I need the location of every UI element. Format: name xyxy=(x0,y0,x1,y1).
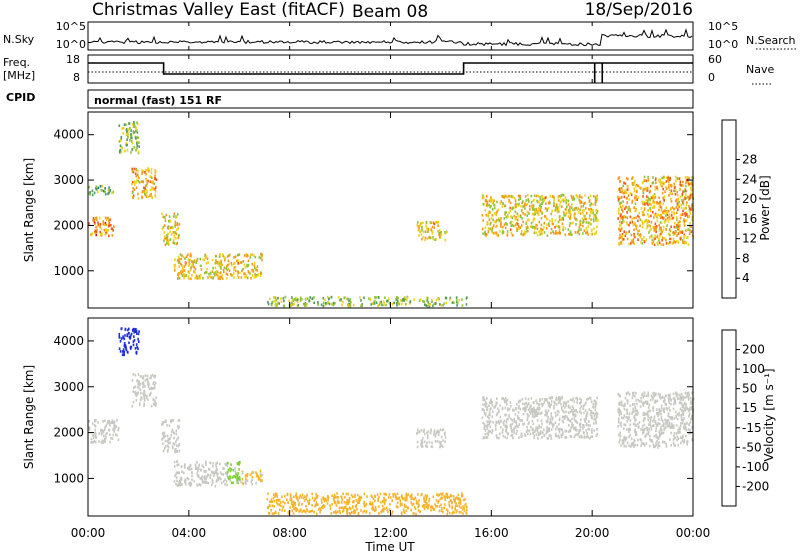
colorbar-tick-label-1-4: 15 xyxy=(742,401,757,415)
colorbar-tick-label-1-6: 100 xyxy=(742,362,765,376)
nave-tick-top: 60 xyxy=(708,53,722,66)
echo-region-1-4 xyxy=(173,460,229,488)
ytick-label-0-2: 3000 xyxy=(53,173,84,187)
xtick-label-1: 04:00 xyxy=(172,526,207,540)
ytick-label-1-3: 4000 xyxy=(53,334,84,348)
cpid-value: normal (fast) 151 RF xyxy=(94,94,222,107)
echo-region-1-3 xyxy=(161,419,181,454)
velocity-axes: 1000 2000 3000 4000 xyxy=(53,334,693,485)
echo-region-0-6 xyxy=(267,295,468,308)
date-label: 18/Sep/2016 xyxy=(585,0,693,20)
colorbar-tick-label-0-2: 12 xyxy=(742,232,757,246)
echo-region-0-3 xyxy=(130,167,158,200)
xtick-label-6: 00:00 xyxy=(676,526,711,540)
power-panel-frame xyxy=(87,111,694,309)
xtick-label-5: 20:00 xyxy=(575,526,610,540)
colorbar-tick-label-1-0: -200 xyxy=(742,479,769,493)
freq-tick-top: 18 xyxy=(66,53,80,66)
colorbar-tick-label-1-2: -50 xyxy=(742,440,762,454)
echo-region-1-8 xyxy=(416,428,447,449)
ytick-label-1-2: 3000 xyxy=(53,380,84,394)
colorbar-tick-label-0-4: 20 xyxy=(742,192,757,206)
colorbar-tick-label-0-6: 28 xyxy=(742,153,757,167)
freq-trace xyxy=(88,62,693,83)
echo-region-1-7 xyxy=(266,492,468,516)
nsearch-label: N.Search xyxy=(746,34,796,47)
nave-label: Nave xyxy=(746,63,774,76)
colorbar-tick-label-1-7: 200 xyxy=(742,343,765,357)
echo-region-1-2 xyxy=(131,373,157,408)
ytick-label-1-1: 2000 xyxy=(53,426,84,440)
ytick-label-0-1: 2000 xyxy=(53,218,84,232)
plot-title: Christmas Valley East (fitACF) xyxy=(92,0,345,20)
echo-region-0-4 xyxy=(161,212,181,246)
freq-unit-label: [MHz] xyxy=(3,69,35,82)
colorbar-tick-label-0-5: 24 xyxy=(742,172,757,186)
velocity-echo-marks xyxy=(88,327,695,516)
colorbar-tick-label-1-5: 50 xyxy=(742,382,757,396)
echo-region-1-9 xyxy=(481,395,599,440)
nsearch-tick-bottom: 10^0 xyxy=(708,38,738,51)
xtick-label-0: 00:00 xyxy=(71,526,106,540)
colorbar-frame-1 xyxy=(721,329,737,507)
nsky-tick-bottom: 10^0 xyxy=(56,38,86,51)
ytick-label-1-0: 1000 xyxy=(53,471,84,485)
echo-region-0-8 xyxy=(481,193,599,238)
nsky-tick-top: 10^5 xyxy=(56,20,86,33)
echo-region-0-2 xyxy=(118,121,140,155)
time-axis: 00:00 04:00 08:00 12:00 16:00 20:00 00:00 xyxy=(71,22,711,540)
echo-region-0-0 xyxy=(88,216,115,238)
power-echo-marks xyxy=(88,121,695,308)
power-colorbar: 4 8 12 16 20 24 28 xyxy=(721,119,757,299)
ytick-label-0-0: 1000 xyxy=(53,264,84,278)
velocity-colorbar: -200 -100 -50 -15 15 50 100 200 xyxy=(721,329,769,507)
nsearch-tick-top: 10^5 xyxy=(708,20,738,33)
echo-region-1-6 xyxy=(240,469,264,486)
nsky-panel-frame xyxy=(87,21,694,51)
colorbar-tick-label-1-1: -100 xyxy=(742,460,769,474)
colorbar-tick-label-1-3: -15 xyxy=(742,421,762,435)
echo-region-0-7 xyxy=(416,220,448,242)
colorbar-frame-0 xyxy=(721,119,737,299)
colorbar-tick-label-0-1: 8 xyxy=(742,251,750,265)
beam-label: Beam 08 xyxy=(352,2,428,22)
xtick-label-4: 16:00 xyxy=(474,526,509,540)
time-axis-label: Time UT xyxy=(364,540,415,554)
echo-region-1-1 xyxy=(118,327,140,357)
freq-label: Freq. xyxy=(3,56,30,69)
echo-region-0-9 xyxy=(617,175,695,247)
cpid-label: CPID xyxy=(6,91,35,104)
colorbar-tick-label-0-3: 16 xyxy=(742,212,757,226)
freq-tick-bottom: 8 xyxy=(73,71,80,84)
ytick-label-0-3: 4000 xyxy=(53,128,84,142)
colorbar-tick-label-0-0: 4 xyxy=(742,271,750,285)
echo-region-1-0 xyxy=(88,418,120,444)
echo-region-0-5 xyxy=(173,252,263,281)
velocity-ylabel: Slant Range [km] xyxy=(22,365,36,469)
xtick-label-2: 08:00 xyxy=(272,526,307,540)
cpid-panel-frame xyxy=(87,89,694,109)
echo-region-0-1 xyxy=(88,184,115,197)
nave-tick-bottom: 0 xyxy=(708,71,715,84)
power-colorbar-label: Power [dB] xyxy=(758,175,772,240)
power-axes: 1000 2000 3000 4000 xyxy=(53,128,693,278)
velocity-colorbar-label: Velocity [m s⁻¹] xyxy=(762,368,776,461)
echo-region-1-5 xyxy=(226,460,241,485)
echo-region-1-10 xyxy=(617,391,695,449)
nsky-trace xyxy=(87,28,693,47)
xtick-label-3: 12:00 xyxy=(373,526,408,540)
power-ylabel: Slant Range [km] xyxy=(22,158,36,262)
nsky-label: N.Sky xyxy=(3,33,35,46)
